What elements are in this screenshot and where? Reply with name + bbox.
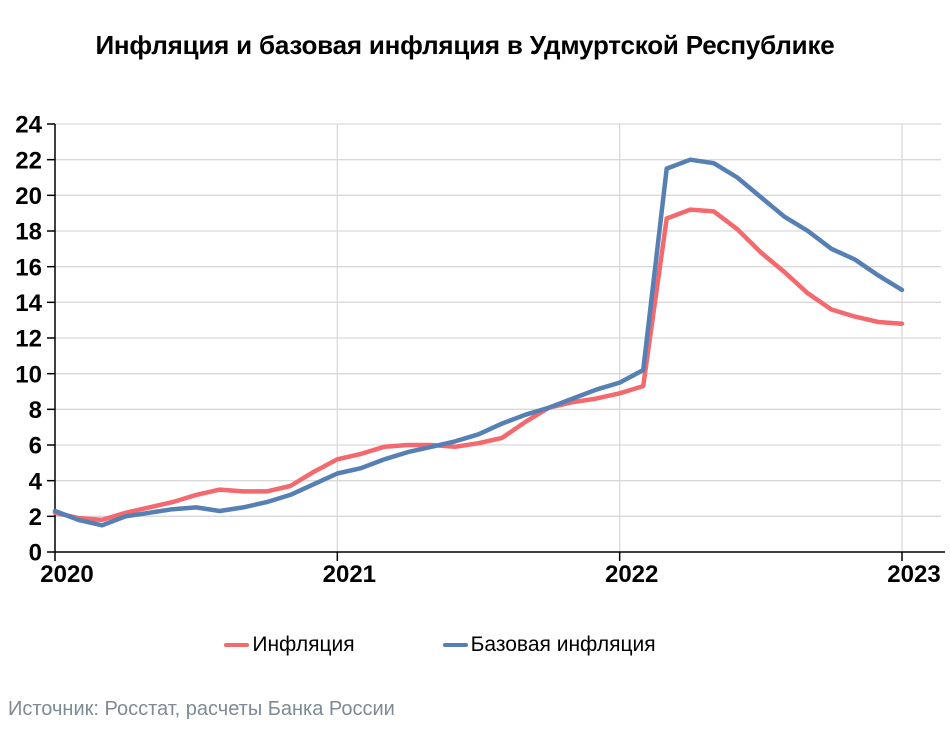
y-tick-label: 10	[15, 361, 42, 388]
y-tick-label: 2	[29, 504, 42, 531]
legend-item-inflation: Инфляция	[224, 633, 355, 657]
y-tick-label: 16	[15, 254, 42, 281]
inflation-line	[52, 207, 905, 523]
y-tick-label: 20	[15, 183, 42, 210]
inflation-line-swatch	[224, 642, 250, 648]
core-inflation-line-swatch	[442, 642, 468, 648]
x-tick-label: 2023	[887, 561, 940, 588]
chart-title: Инфляция и базовая инфляция в Удмуртской…	[95, 30, 835, 60]
y-tick-label: 18	[15, 219, 42, 246]
legend-item-core-inflation: Базовая инфляция	[442, 633, 656, 657]
y-tick-label: 24	[15, 112, 42, 139]
x-tick-label: 2020	[40, 561, 93, 588]
chart-legend: Инфляция Базовая инфляция	[0, 633, 880, 657]
y-tick-label: 14	[15, 290, 42, 317]
y-tick-label: 6	[29, 433, 42, 460]
y-tick-label: 22	[15, 147, 42, 174]
x-tick-label: 2022	[605, 561, 658, 588]
legend-label-inflation: Инфляция	[252, 633, 355, 656]
source-note: Источник: Росстат, расчеты Банка России	[8, 698, 395, 720]
legend-label-core-inflation: Базовая инфляция	[470, 633, 656, 656]
y-tick-label: 12	[15, 326, 42, 353]
y-tick-label: 8	[29, 397, 42, 424]
y-tick-label: 4	[29, 468, 43, 495]
y-tick-label: 0	[29, 540, 42, 567]
x-tick-label: 2021	[323, 561, 376, 588]
core-inflation-line	[52, 157, 905, 528]
